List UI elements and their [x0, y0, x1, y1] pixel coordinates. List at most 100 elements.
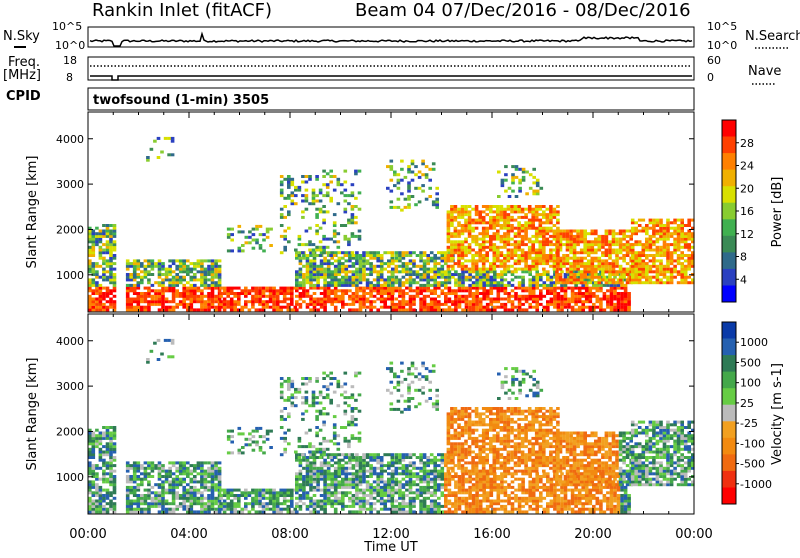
radar-cell [419, 298, 423, 301]
radar-cell [369, 472, 373, 475]
radar-cell [624, 284, 628, 287]
radar-cell [493, 268, 497, 271]
radar-cell [486, 270, 490, 273]
radar-cell [88, 448, 92, 451]
radar-cell [680, 235, 684, 238]
radar-cell [190, 500, 194, 503]
radar-cell [266, 228, 270, 231]
radar-cell [290, 308, 294, 311]
radar-cell [500, 254, 504, 257]
radar-cell [129, 489, 133, 492]
radar-cell [99, 459, 103, 462]
radar-cell [326, 183, 330, 186]
radar-cell [471, 257, 475, 260]
radar-cell [295, 276, 299, 279]
radar-cell [549, 208, 553, 211]
radar-cell [521, 257, 525, 260]
radar-cell [448, 270, 452, 273]
radar-cell [423, 262, 427, 265]
radar-cell [305, 175, 309, 178]
radar-cell [450, 205, 454, 208]
radar-cell [369, 459, 373, 462]
radar-cell [161, 303, 165, 306]
radar-cell [334, 470, 338, 473]
radar-cell [175, 491, 179, 494]
radar-cell [230, 303, 234, 306]
radar-cell [391, 472, 395, 475]
radar-cell [351, 232, 355, 235]
radar-cell [380, 295, 384, 298]
radar-cell [479, 306, 483, 309]
radar-cell [631, 227, 635, 230]
radar-cell [92, 445, 96, 448]
radar-cell [468, 303, 472, 306]
radar-cell [193, 295, 197, 298]
radar-cell [380, 254, 384, 257]
radar-cell [380, 262, 384, 265]
radar-cell [144, 470, 148, 473]
radar-cell [366, 259, 370, 262]
radar-cell [287, 287, 291, 290]
radar-cell [518, 187, 522, 190]
radar-cell [454, 246, 458, 249]
radar-cell [341, 502, 345, 505]
radar-cell [684, 246, 688, 249]
radar-cell [214, 470, 218, 473]
radar-cell [380, 284, 384, 287]
radar-cell [211, 505, 215, 508]
radar-cell [524, 268, 528, 271]
radar-cell [433, 265, 437, 268]
radar-cell [493, 281, 497, 284]
radar-cell [99, 230, 103, 233]
radar-cell [99, 497, 103, 500]
radar-cell [348, 505, 352, 508]
radar-cell [407, 195, 411, 198]
radar-cell [559, 273, 563, 276]
radar-cell [330, 298, 334, 301]
radar-cell [306, 508, 310, 511]
radar-cell [447, 227, 451, 230]
radar-cell [193, 298, 197, 301]
radar-cell [465, 276, 469, 279]
radar-cell [684, 240, 688, 243]
radar-cell [161, 278, 165, 281]
radar-cell [283, 298, 287, 301]
radar-cell [500, 208, 504, 211]
radar-cell [294, 186, 298, 189]
radar-cell [619, 281, 623, 284]
radar-cell [88, 268, 92, 271]
radar-cell [129, 303, 133, 306]
radar-cell [380, 273, 384, 276]
radar-cell [536, 179, 540, 182]
radar-cell [398, 459, 402, 462]
radar-cell [369, 475, 373, 478]
radar-cell [398, 257, 402, 260]
radar-cell [204, 306, 208, 309]
radar-cell [576, 262, 580, 265]
radar-cell [649, 219, 653, 222]
radar-cell [518, 168, 522, 171]
radar-cell [402, 308, 406, 311]
radar-cell [158, 292, 162, 295]
radar-cell [497, 295, 501, 298]
radar-cell [190, 276, 194, 279]
radar-cell [562, 232, 566, 235]
radar-cell [598, 235, 602, 238]
radar-cell [193, 478, 197, 481]
radar-cell [400, 160, 404, 163]
radar-cell [517, 240, 521, 243]
radar-cell [566, 281, 570, 284]
radar-cell [556, 227, 560, 230]
radar-cell [376, 254, 380, 257]
nave-tick-bottom: 0 [707, 71, 714, 84]
radar-cell [251, 295, 255, 298]
radar-cell [687, 238, 691, 241]
radar-cell [507, 208, 511, 211]
radar-cell [613, 308, 617, 311]
radar-cell [387, 259, 391, 262]
radar-cell [531, 208, 535, 211]
radar-cell [345, 268, 349, 271]
radar-cell [151, 470, 155, 473]
radar-cell [207, 470, 211, 473]
radar-cell [306, 303, 310, 306]
